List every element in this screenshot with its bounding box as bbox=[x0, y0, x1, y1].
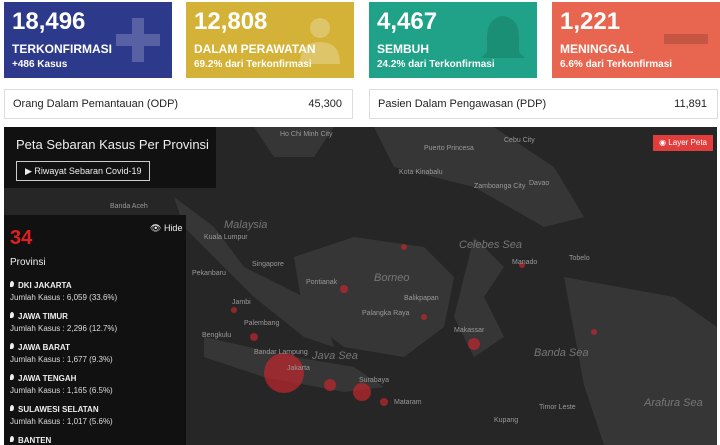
map-label: Davao bbox=[529, 180, 550, 187]
card-sub: +486 Kasus bbox=[12, 59, 68, 70]
province-count-label: Provinsi bbox=[10, 257, 46, 268]
card-value: 1,221 bbox=[560, 8, 621, 35]
card-label: TERKONFIRMASI bbox=[12, 42, 112, 56]
layer-button[interactable]: ◉ Layer Peta bbox=[653, 135, 713, 151]
map-land bbox=[174, 127, 717, 445]
province-name: BANTEN bbox=[18, 436, 52, 445]
map-label: Zamboanga City bbox=[474, 183, 526, 190]
card-value: 12,808 bbox=[194, 8, 268, 35]
hide-button[interactable]: 👁 Hide bbox=[150, 223, 183, 233]
province-name: SULAWESI SELATAN bbox=[18, 405, 99, 414]
stat-box: Pasien Dalam Pengawasan (PDP) 11,891 bbox=[369, 89, 718, 119]
province-panel: 34 Provinsi 👁 Hide DKI JAKARTA Jumlah Kas… bbox=[4, 215, 186, 445]
map-label: Mataram bbox=[394, 399, 422, 406]
map-label: Bengkulu bbox=[202, 332, 232, 339]
map-title: Peta Sebaran Kasus Per Provinsi bbox=[16, 137, 209, 152]
pin bbox=[10, 312, 14, 318]
icon bbox=[116, 18, 160, 62]
card-label: SEMBUH bbox=[377, 42, 430, 56]
map-label: Pontianak bbox=[306, 279, 338, 286]
button-text: Riwayat Sebaran Covid-19 bbox=[34, 166, 142, 176]
province-name: DKI JAKARTA bbox=[18, 281, 72, 290]
card-value: 18,496 bbox=[12, 8, 86, 35]
card: 1,221 MENINGGAL 6.6% dari Terkonfirmasi bbox=[552, 2, 720, 78]
map-label: Surabaya bbox=[359, 377, 389, 384]
province-count: 34 bbox=[10, 227, 33, 249]
map-label: Timor Leste bbox=[539, 404, 576, 411]
stat-value: 11,891 bbox=[674, 98, 707, 110]
map-label: Banda Sea bbox=[534, 347, 589, 359]
card-sub: 69.2% dari Terkonfirmasi bbox=[194, 59, 312, 70]
map-label: Celebes Sea bbox=[459, 239, 522, 251]
button-text: Layer Peta bbox=[668, 138, 707, 147]
pin bbox=[10, 374, 14, 380]
map-label: Ho Chi Minh City bbox=[280, 131, 333, 138]
map-label: Malaysia bbox=[224, 219, 268, 231]
map-label: Palembang bbox=[244, 320, 280, 327]
icon bbox=[481, 16, 525, 58]
pin bbox=[10, 436, 14, 442]
map-label: Manado bbox=[512, 259, 538, 266]
stat-label: Orang Dalam Pemantauan (ODP) bbox=[13, 98, 179, 110]
province-detail: Jumlah Kasus : 6,059 (33.6%) bbox=[10, 293, 118, 302]
icon bbox=[664, 34, 708, 44]
stat-label: Pasien Dalam Pengawasan (PDP) bbox=[378, 98, 547, 110]
stat-value: 45,300 bbox=[308, 98, 342, 110]
map-label: Puerto Princesa bbox=[424, 145, 474, 152]
card-label: DALAM PERAWATAN bbox=[194, 42, 316, 56]
province-detail: Jumlah Kasus : 1,165 (6.5%) bbox=[10, 386, 113, 395]
map-label: Kupang bbox=[494, 417, 519, 424]
map-label: Borneo bbox=[374, 272, 410, 284]
card: 12,808 DALAM PERAWATAN 69.2% dari Terkon… bbox=[186, 2, 354, 78]
button-text: Hide bbox=[163, 223, 183, 233]
map-label: Java Sea bbox=[312, 350, 358, 362]
map-label: Bandar Lampung bbox=[254, 349, 308, 356]
province-name: JAWA TENGAH bbox=[18, 374, 77, 383]
map-label: Singapore bbox=[252, 261, 284, 268]
card-value: 4,467 bbox=[377, 8, 438, 35]
stat-box: Orang Dalam Pemantauan (ODP) 45,300 bbox=[4, 89, 353, 119]
map-label: Jakarta bbox=[287, 365, 310, 372]
map-label: Tobelo bbox=[569, 255, 590, 262]
pin bbox=[10, 281, 14, 287]
pin bbox=[10, 343, 14, 349]
card: 18,496 TERKONFIRMASI +486 Kasus bbox=[4, 2, 172, 78]
province-detail: Jumlah Kasus : 1,017 (5.6%) bbox=[10, 417, 113, 426]
map-header: Peta Sebaran Kasus Per Provinsi ▶ Riwaya… bbox=[4, 127, 216, 188]
map-label: Jambi bbox=[232, 299, 251, 306]
map-label: Cebu City bbox=[504, 137, 535, 144]
map-label: Makassar bbox=[454, 327, 485, 334]
province-detail: Jumlah Kasus : 2,296 (12.7%) bbox=[10, 324, 118, 333]
map-label: Palangka Raya bbox=[362, 310, 410, 317]
province-name: JAWA BARAT bbox=[18, 343, 70, 352]
pin bbox=[10, 405, 14, 411]
icon bbox=[300, 18, 340, 64]
map[interactable]: Peta Sebaran Kasus Per Provinsi ▶ Riwaya… bbox=[4, 127, 717, 445]
card-sub: 6.6% dari Terkonfirmasi bbox=[560, 59, 673, 70]
province-name: JAWA TIMUR bbox=[18, 312, 68, 321]
card-label: MENINGGAL bbox=[560, 42, 634, 56]
card: 4,467 SEMBUH 24.2% dari Terkonfirmasi bbox=[369, 2, 537, 78]
map-label: Arafura Sea bbox=[644, 397, 703, 409]
history-button[interactable]: ▶ Riwayat Sebaran Covid-19 bbox=[16, 161, 151, 181]
map-label: Kuala Lumpur bbox=[204, 234, 248, 241]
map-label: Banda Aceh bbox=[110, 203, 148, 210]
map-label: Kota Kinabalu bbox=[399, 169, 443, 176]
province-detail: Jumlah Kasus : 1,677 (9.3%) bbox=[10, 355, 113, 364]
map-label: Pekanbaru bbox=[192, 270, 226, 277]
map-label: Balikpapan bbox=[404, 295, 439, 302]
card-sub: 24.2% dari Terkonfirmasi bbox=[377, 59, 495, 70]
